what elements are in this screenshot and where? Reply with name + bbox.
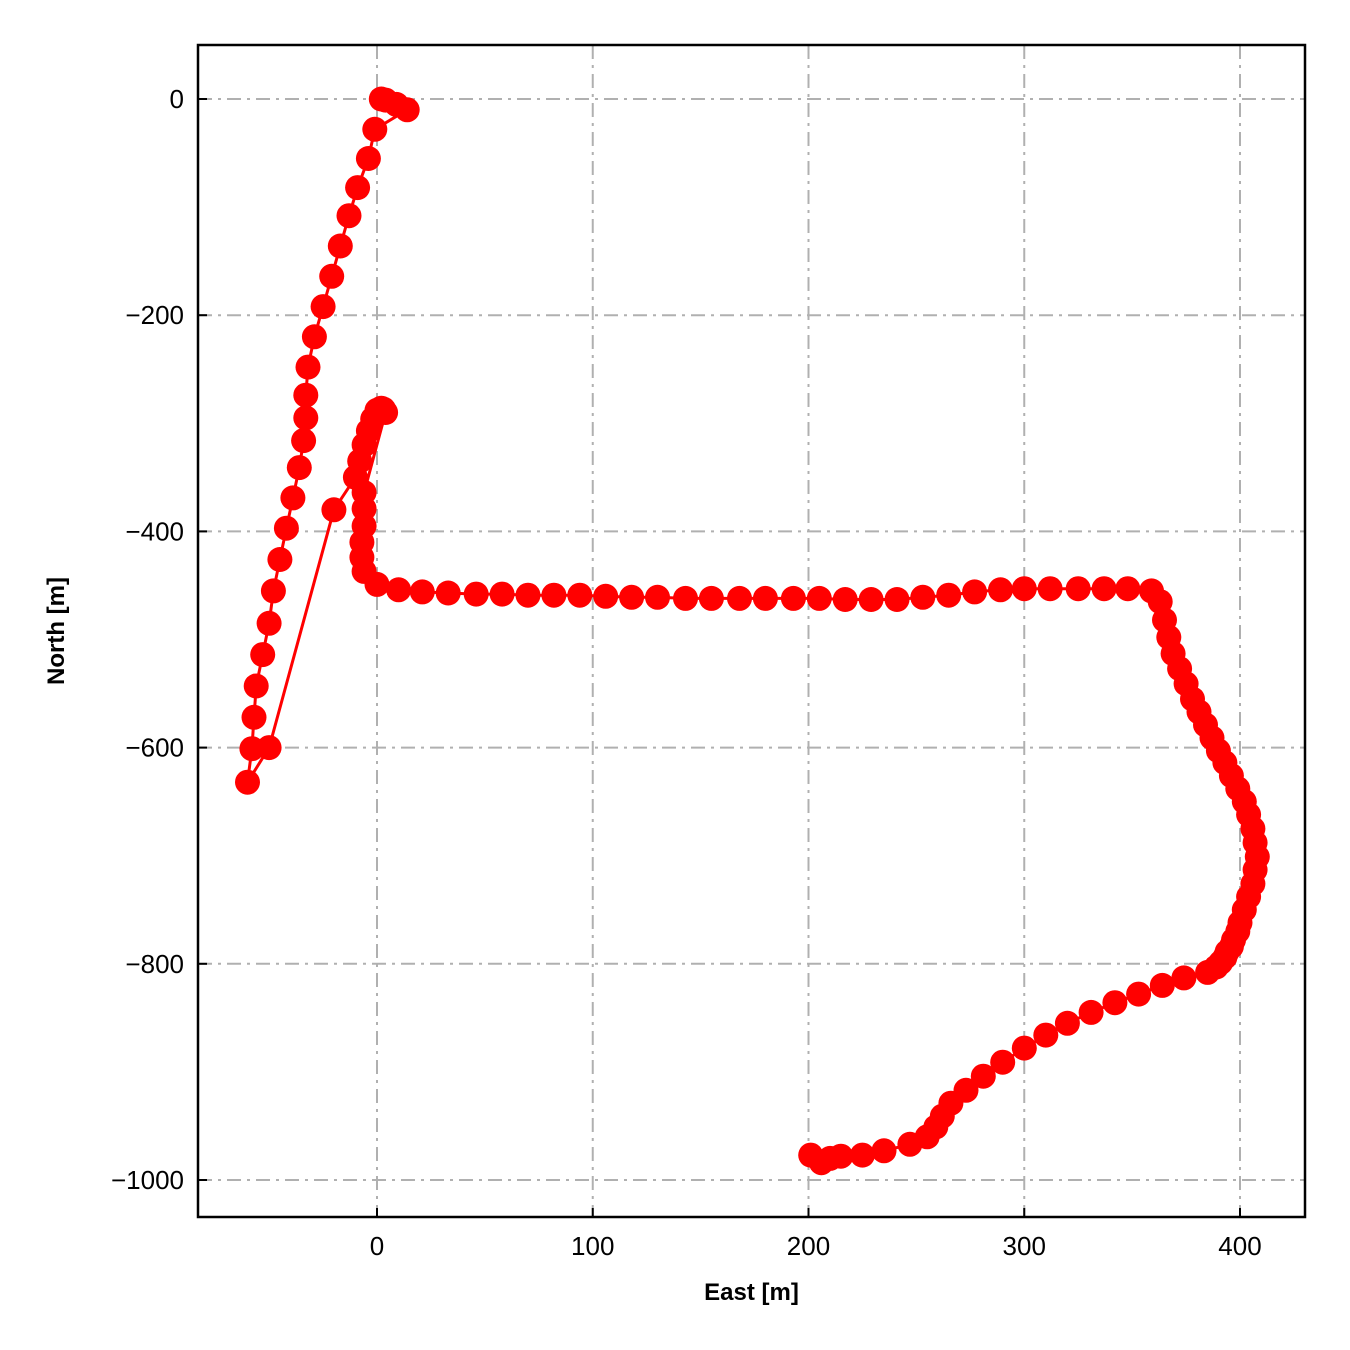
data-point xyxy=(849,1142,875,1168)
data-point xyxy=(1078,999,1104,1025)
data-point xyxy=(260,578,286,604)
data-point xyxy=(645,584,670,610)
y-tick-label: −400 xyxy=(125,516,184,546)
data-point xyxy=(295,354,321,380)
data-point xyxy=(386,577,412,603)
y-tick-label: −1000 xyxy=(111,1165,184,1195)
data-point xyxy=(673,585,698,611)
data-point xyxy=(1195,959,1221,985)
data-point xyxy=(567,582,593,608)
x-tick-label: 200 xyxy=(787,1231,830,1261)
data-point xyxy=(243,673,269,699)
data-point xyxy=(301,324,327,350)
data-point xyxy=(1171,965,1197,991)
data-point xyxy=(235,769,260,795)
data-point xyxy=(291,428,317,454)
data-point xyxy=(619,584,645,610)
data-point xyxy=(515,582,541,608)
data-point xyxy=(1065,576,1091,602)
x-tick-labels: 0 100 200 300 400 xyxy=(370,1231,1262,1261)
data-point xyxy=(293,405,319,431)
data-point xyxy=(355,146,381,171)
data-point xyxy=(806,585,832,611)
y-tick-label: −800 xyxy=(125,949,184,979)
data-point xyxy=(267,547,293,572)
data-point xyxy=(858,587,884,612)
data-point xyxy=(489,581,515,607)
data-point xyxy=(698,585,724,611)
ticks xyxy=(198,98,1241,1217)
data-point xyxy=(593,583,619,609)
data-point xyxy=(1091,576,1117,602)
y-axis-label: North [m] xyxy=(43,577,70,685)
data-point xyxy=(1102,990,1128,1016)
data-point xyxy=(1011,576,1037,602)
data-point xyxy=(936,582,962,608)
data-point xyxy=(364,571,390,597)
plot-frame xyxy=(196,43,1307,1219)
data-point xyxy=(241,704,267,730)
data-point xyxy=(1054,1010,1080,1036)
data-point xyxy=(250,642,276,668)
data-point xyxy=(310,294,336,320)
x-tick-label: 0 xyxy=(370,1231,384,1261)
data-point xyxy=(409,579,435,605)
data-point xyxy=(780,585,806,611)
data-point xyxy=(871,1138,897,1164)
data-point xyxy=(463,581,489,607)
data-point xyxy=(1011,1035,1037,1061)
y-tick-labels: 0 −200 −400 −600 −800 −1000 xyxy=(111,84,184,1195)
data-point xyxy=(1149,972,1175,998)
series-layer xyxy=(235,86,1270,1176)
data-point xyxy=(990,1049,1016,1075)
data-point xyxy=(280,485,306,511)
grid xyxy=(198,45,1305,1217)
data-point xyxy=(394,97,420,123)
data-point xyxy=(319,263,345,289)
data-point xyxy=(286,455,312,481)
data-point xyxy=(832,587,858,612)
y-tick-label: 0 xyxy=(170,84,184,114)
data-point xyxy=(1037,576,1063,602)
data-point xyxy=(435,580,461,606)
data-point xyxy=(256,610,282,636)
x-tick-label: 300 xyxy=(1003,1231,1046,1261)
data-point xyxy=(373,400,399,425)
data-point xyxy=(897,1131,923,1157)
data-point xyxy=(256,735,282,761)
data-point xyxy=(1033,1022,1059,1048)
data-point xyxy=(798,1142,824,1168)
data-point xyxy=(884,587,910,612)
data-point xyxy=(362,116,388,142)
data-point xyxy=(910,584,936,610)
x-axis-label: East [m] xyxy=(704,1279,799,1306)
data-point xyxy=(321,497,347,523)
y-tick-label: −200 xyxy=(125,300,184,330)
data-point xyxy=(351,496,377,522)
x-tick-label: 100 xyxy=(571,1231,614,1261)
data-point xyxy=(345,175,371,201)
data-point xyxy=(1126,981,1152,1007)
data-point xyxy=(273,515,299,541)
data-point xyxy=(988,577,1013,603)
data-point xyxy=(336,203,362,229)
x-tick-label: 400 xyxy=(1218,1231,1261,1261)
data-point xyxy=(962,579,988,605)
data-point xyxy=(970,1063,996,1089)
data-point xyxy=(293,382,319,408)
data-point xyxy=(541,582,567,608)
data-point xyxy=(727,585,752,611)
data-point xyxy=(752,585,778,611)
y-tick-label: −600 xyxy=(125,733,184,763)
data-point xyxy=(1115,576,1141,602)
data-point xyxy=(327,233,353,259)
